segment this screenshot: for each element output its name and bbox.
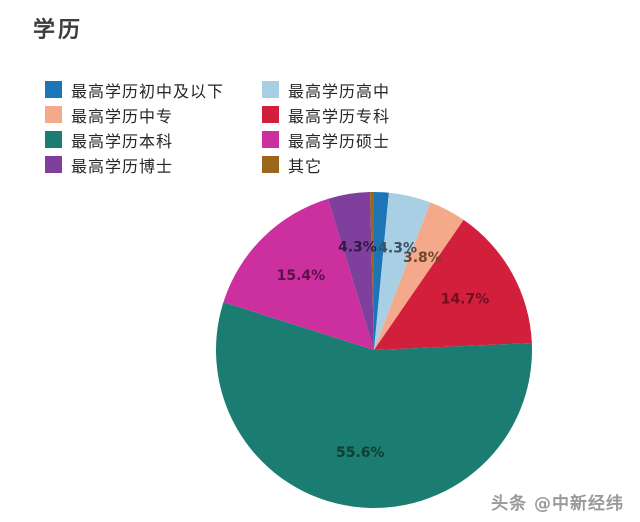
legend-swatch-icon: [262, 106, 279, 123]
pie-slice-1: [374, 192, 431, 350]
legend: 最高学历初中及以下 最高学历高中最高学历中专 最高学历专科最高学历本科 最高学历硕士最…: [45, 77, 390, 177]
slice-percent-label: 14.7%: [441, 292, 490, 308]
legend-item-label: 最高学历本科: [71, 131, 174, 151]
legend-swatch-icon: [45, 81, 62, 98]
slice-percent-label: 15.4%: [277, 268, 326, 284]
watermark: 头条 @中新经纬: [491, 494, 624, 514]
legend-swatch-icon: [45, 131, 62, 148]
pie-slice-6: [328, 192, 374, 350]
legend-item-label: 最高学历初中及以下: [71, 81, 225, 101]
pie-slice-2: [374, 202, 464, 350]
slice-percent-label: 55.6%: [336, 445, 385, 461]
pie-slice-3: [374, 219, 532, 350]
pie-slice-5: [223, 198, 374, 350]
pie-slice-4: [216, 302, 533, 508]
legend-item-label: 其它: [288, 156, 323, 176]
pie-slice-0: [374, 192, 389, 350]
slice-percent-label: 4.3%: [378, 241, 417, 257]
legend-item-1: 最高学历高中: [262, 77, 390, 102]
legend-item-label: 最高学历硕士: [288, 131, 391, 151]
legend-swatch-icon: [45, 156, 62, 173]
slice-percent-label: 4.3%: [338, 239, 377, 255]
legend-item-label: 最高学历博士: [71, 156, 174, 176]
legend-item-2: 最高学历中专: [45, 102, 262, 127]
chart-title: 学历: [33, 18, 84, 43]
legend-item-label: 最高学历中专: [71, 106, 174, 126]
legend-item-label: 最高学历高中: [288, 81, 391, 101]
slice-percent-label: 3.8%: [403, 250, 442, 266]
legend-item-0: 最高学历初中及以下: [45, 77, 262, 102]
legend-item-3: 最高学历专科: [262, 102, 390, 127]
legend-item-7: 其它: [262, 152, 390, 177]
legend-item-label: 最高学历专科: [288, 106, 391, 126]
legend-item-6: 最高学历博士: [45, 152, 262, 177]
legend-swatch-icon: [45, 106, 62, 123]
pie-slice-7: [370, 192, 374, 350]
legend-swatch-icon: [262, 156, 279, 173]
legend-item-5: 最高学历硕士: [262, 127, 390, 152]
legend-swatch-icon: [262, 131, 279, 148]
legend-swatch-icon: [262, 81, 279, 98]
legend-item-4: 最高学历本科: [45, 127, 262, 152]
